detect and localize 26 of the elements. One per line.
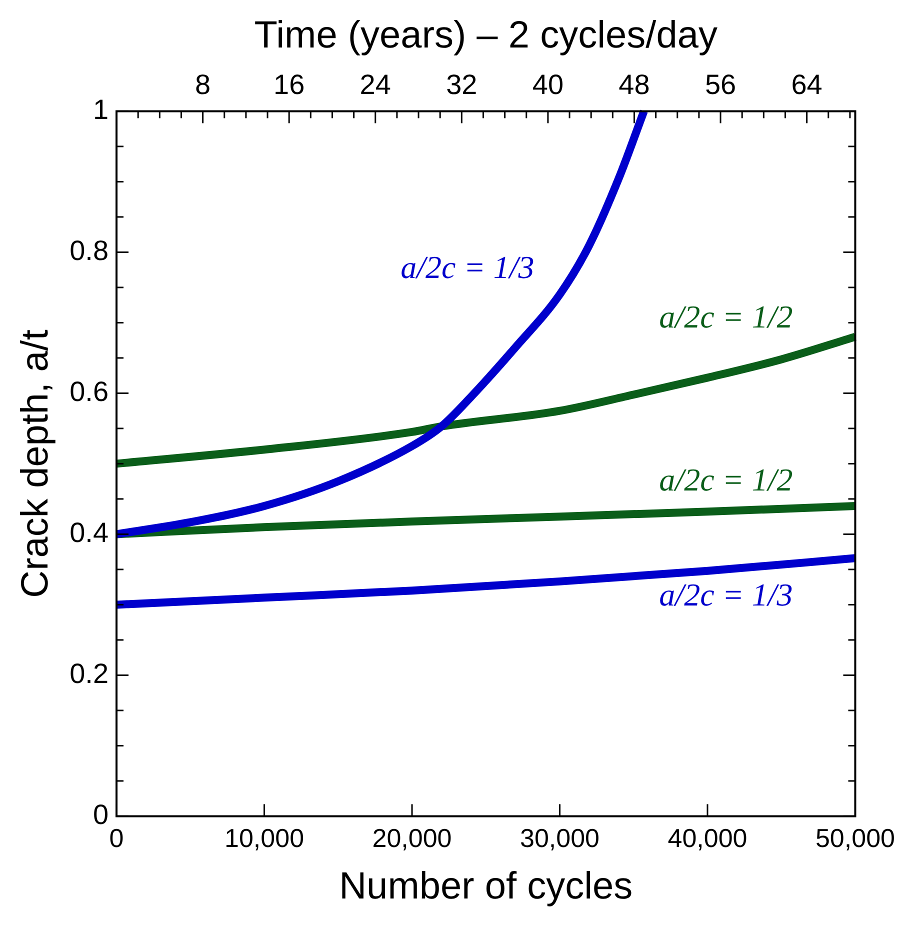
x-tick-label: 20,000 — [372, 822, 452, 853]
y-tick-label: 0.4 — [70, 516, 109, 548]
x2-tick-label: 8 — [195, 69, 211, 100]
x2-tick-label: 40 — [532, 69, 564, 100]
x-tick-label: 50,000 — [815, 822, 896, 853]
x-tick-label: 40,000 — [668, 822, 748, 853]
x-axis-title: Number of cycles — [339, 866, 633, 908]
x2-tick-label: 56 — [704, 69, 736, 100]
series-label: a/2c = 1/3 — [400, 249, 534, 286]
y-tick-label: 0 — [92, 798, 109, 830]
series-label: a/2c = 1/2 — [659, 298, 793, 335]
y-tick-label: 1 — [92, 94, 109, 125]
y-tick-label: 0.8 — [70, 234, 109, 266]
x2-tick-label: 32 — [446, 69, 478, 100]
y-tick-label: 0.2 — [70, 658, 109, 689]
x-tick-label: 30,000 — [520, 822, 600, 853]
x2-tick-label: 24 — [360, 69, 391, 100]
x-tick-label: 10,000 — [224, 822, 304, 853]
y-axis-title: Crack depth, a/t — [14, 329, 56, 598]
x2-axis-title: Time (years) – 2 cycles/day — [254, 14, 718, 56]
x2-tick-label: 48 — [618, 69, 650, 100]
x2-tick-label: 64 — [791, 69, 822, 100]
x2-tick-label: 16 — [274, 69, 305, 100]
y-tick-label: 0.6 — [70, 376, 109, 407]
series-label: a/2c = 1/3 — [659, 576, 793, 612]
series-label: a/2c = 1/2 — [659, 461, 793, 498]
